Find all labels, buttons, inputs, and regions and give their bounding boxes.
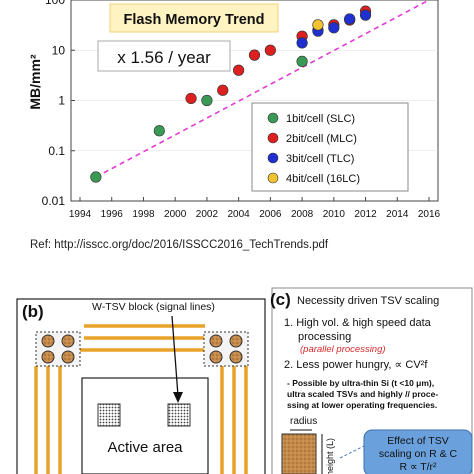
- tsv-figure: (b) W-TSV block (signal lines): [16, 287, 473, 474]
- legend-label: 2bit/cell (MLC): [286, 133, 357, 145]
- tsv-effect-callout: [363, 429, 473, 474]
- legend-label: 1bit/cell (SLC): [286, 113, 355, 125]
- tsv-cylinder: [281, 433, 317, 474]
- flash-trend-chart: 0.01 0.1 1 10 100 1994 1996 1998 2000 2002 2004 20…: [27, 0, 441, 220]
- panel-c-item1: 1. High vol. & high speed data: [284, 317, 432, 329]
- data-point: [296, 37, 308, 49]
- panel-c-bullet2: ultra scaled TSVs and highly // proce-: [287, 389, 438, 399]
- y-tick-label: 10: [52, 43, 66, 57]
- data-point: [217, 84, 229, 96]
- x-tick-label: 2000: [164, 209, 187, 220]
- tsv-block-label: W-TSV block (signal lines): [92, 301, 215, 313]
- panel-c: (c) Necessity driven TSV scaling 1. High…: [270, 287, 473, 474]
- panel-b-tag: (b): [22, 302, 44, 321]
- legend: 1bit/cell (SLC) 2bit/cell (MLC) 3bit/cell …: [251, 102, 409, 192]
- legend-marker: [267, 132, 279, 144]
- y-tick-label: 100: [45, 0, 65, 7]
- panel-c-item1-note: (parallel processing): [300, 344, 386, 355]
- data-point: [264, 44, 276, 56]
- radius-label: radius: [290, 416, 317, 427]
- panel-c-tag: (c): [270, 290, 291, 309]
- title-box: [109, 3, 279, 33]
- y-tick-label: 1: [58, 94, 65, 108]
- effect-formula: R ∝ T/r²: [399, 461, 437, 473]
- data-point: [312, 19, 324, 31]
- y-tick-label: 0.01: [42, 194, 66, 208]
- x-tick-label: 2002: [196, 209, 219, 220]
- panel-c-bullet3: ssing at lower operating frequencies.: [287, 400, 437, 410]
- chart-title: Flash Memory Trend: [123, 12, 264, 28]
- effect-line2: scaling on R & C: [379, 448, 458, 460]
- data-point: [248, 49, 261, 61]
- tsv-pointer-arrow: [171, 315, 179, 397]
- data-point: [153, 125, 165, 137]
- panel-c-bullet1: - Possible by ultra-thin Si (t <10 μm),: [287, 378, 434, 388]
- panel-c-item1b: processing: [298, 331, 351, 343]
- x-tick-label: 2016: [418, 209, 441, 220]
- x-tick-labels: 1994 1996 1998 2000 2002 2004 2006 2008 2010 2012…: [69, 197, 441, 220]
- effect-pointer: [339, 445, 365, 459]
- legend-marker: [267, 152, 279, 164]
- x-tick-label: 2014: [386, 209, 409, 220]
- y-tick-label: 0.1: [48, 144, 65, 158]
- active-area-label: Active area: [107, 439, 183, 456]
- tsv-pad-block-left: [35, 331, 81, 367]
- arrow-head: [173, 392, 183, 403]
- signal-tsv-array-right: [167, 403, 191, 427]
- growth-annotation: x 1.56 / year: [117, 48, 211, 67]
- data-point: [201, 94, 213, 107]
- effect-line1: Effect of TSV: [387, 435, 448, 447]
- y-tick-labels: 0.01 0.1 1 10 100: [42, 0, 75, 208]
- data-point: [328, 22, 340, 34]
- growth-annotation-box: [97, 40, 231, 72]
- data-points: [90, 5, 372, 183]
- data-point: [90, 171, 102, 183]
- x-tick-label: 2004: [228, 209, 251, 220]
- legend-label: 3bit/cell (TLC): [286, 153, 354, 165]
- height-label: height (L): [325, 438, 335, 474]
- panel-c-item2: 2. Less power hungry, ∝ CV²f: [284, 359, 428, 371]
- signal-tsv-array-left: [97, 403, 121, 427]
- legend-marker: [267, 172, 279, 184]
- x-tick-label: 2012: [354, 209, 377, 220]
- panel-c-heading: Necessity driven TSV scaling: [297, 295, 439, 307]
- tsv-pad-block-right: [203, 331, 249, 367]
- data-point: [359, 9, 372, 21]
- panel-b: (b) W-TSV block (signal lines): [16, 298, 266, 474]
- legend-label: 4bit/cell (16LC): [286, 173, 360, 185]
- legend-marker: [267, 112, 279, 124]
- x-tick-label: 1998: [132, 209, 155, 220]
- data-point: [185, 92, 197, 105]
- x-tick-label: 2010: [323, 209, 346, 220]
- x-tick-label: 1994: [69, 209, 92, 220]
- data-point: [233, 64, 245, 76]
- x-tick-label: 1996: [101, 209, 124, 220]
- y-axis-label: MB/mm²: [27, 54, 43, 110]
- reference-line: Ref: http://isscc.org/doc/2016/ISSCC2016…: [30, 239, 329, 251]
- data-point: [296, 55, 308, 67]
- data-point: [344, 13, 356, 25]
- x-tick-label: 2006: [259, 209, 282, 220]
- x-tick-label: 2008: [291, 209, 314, 220]
